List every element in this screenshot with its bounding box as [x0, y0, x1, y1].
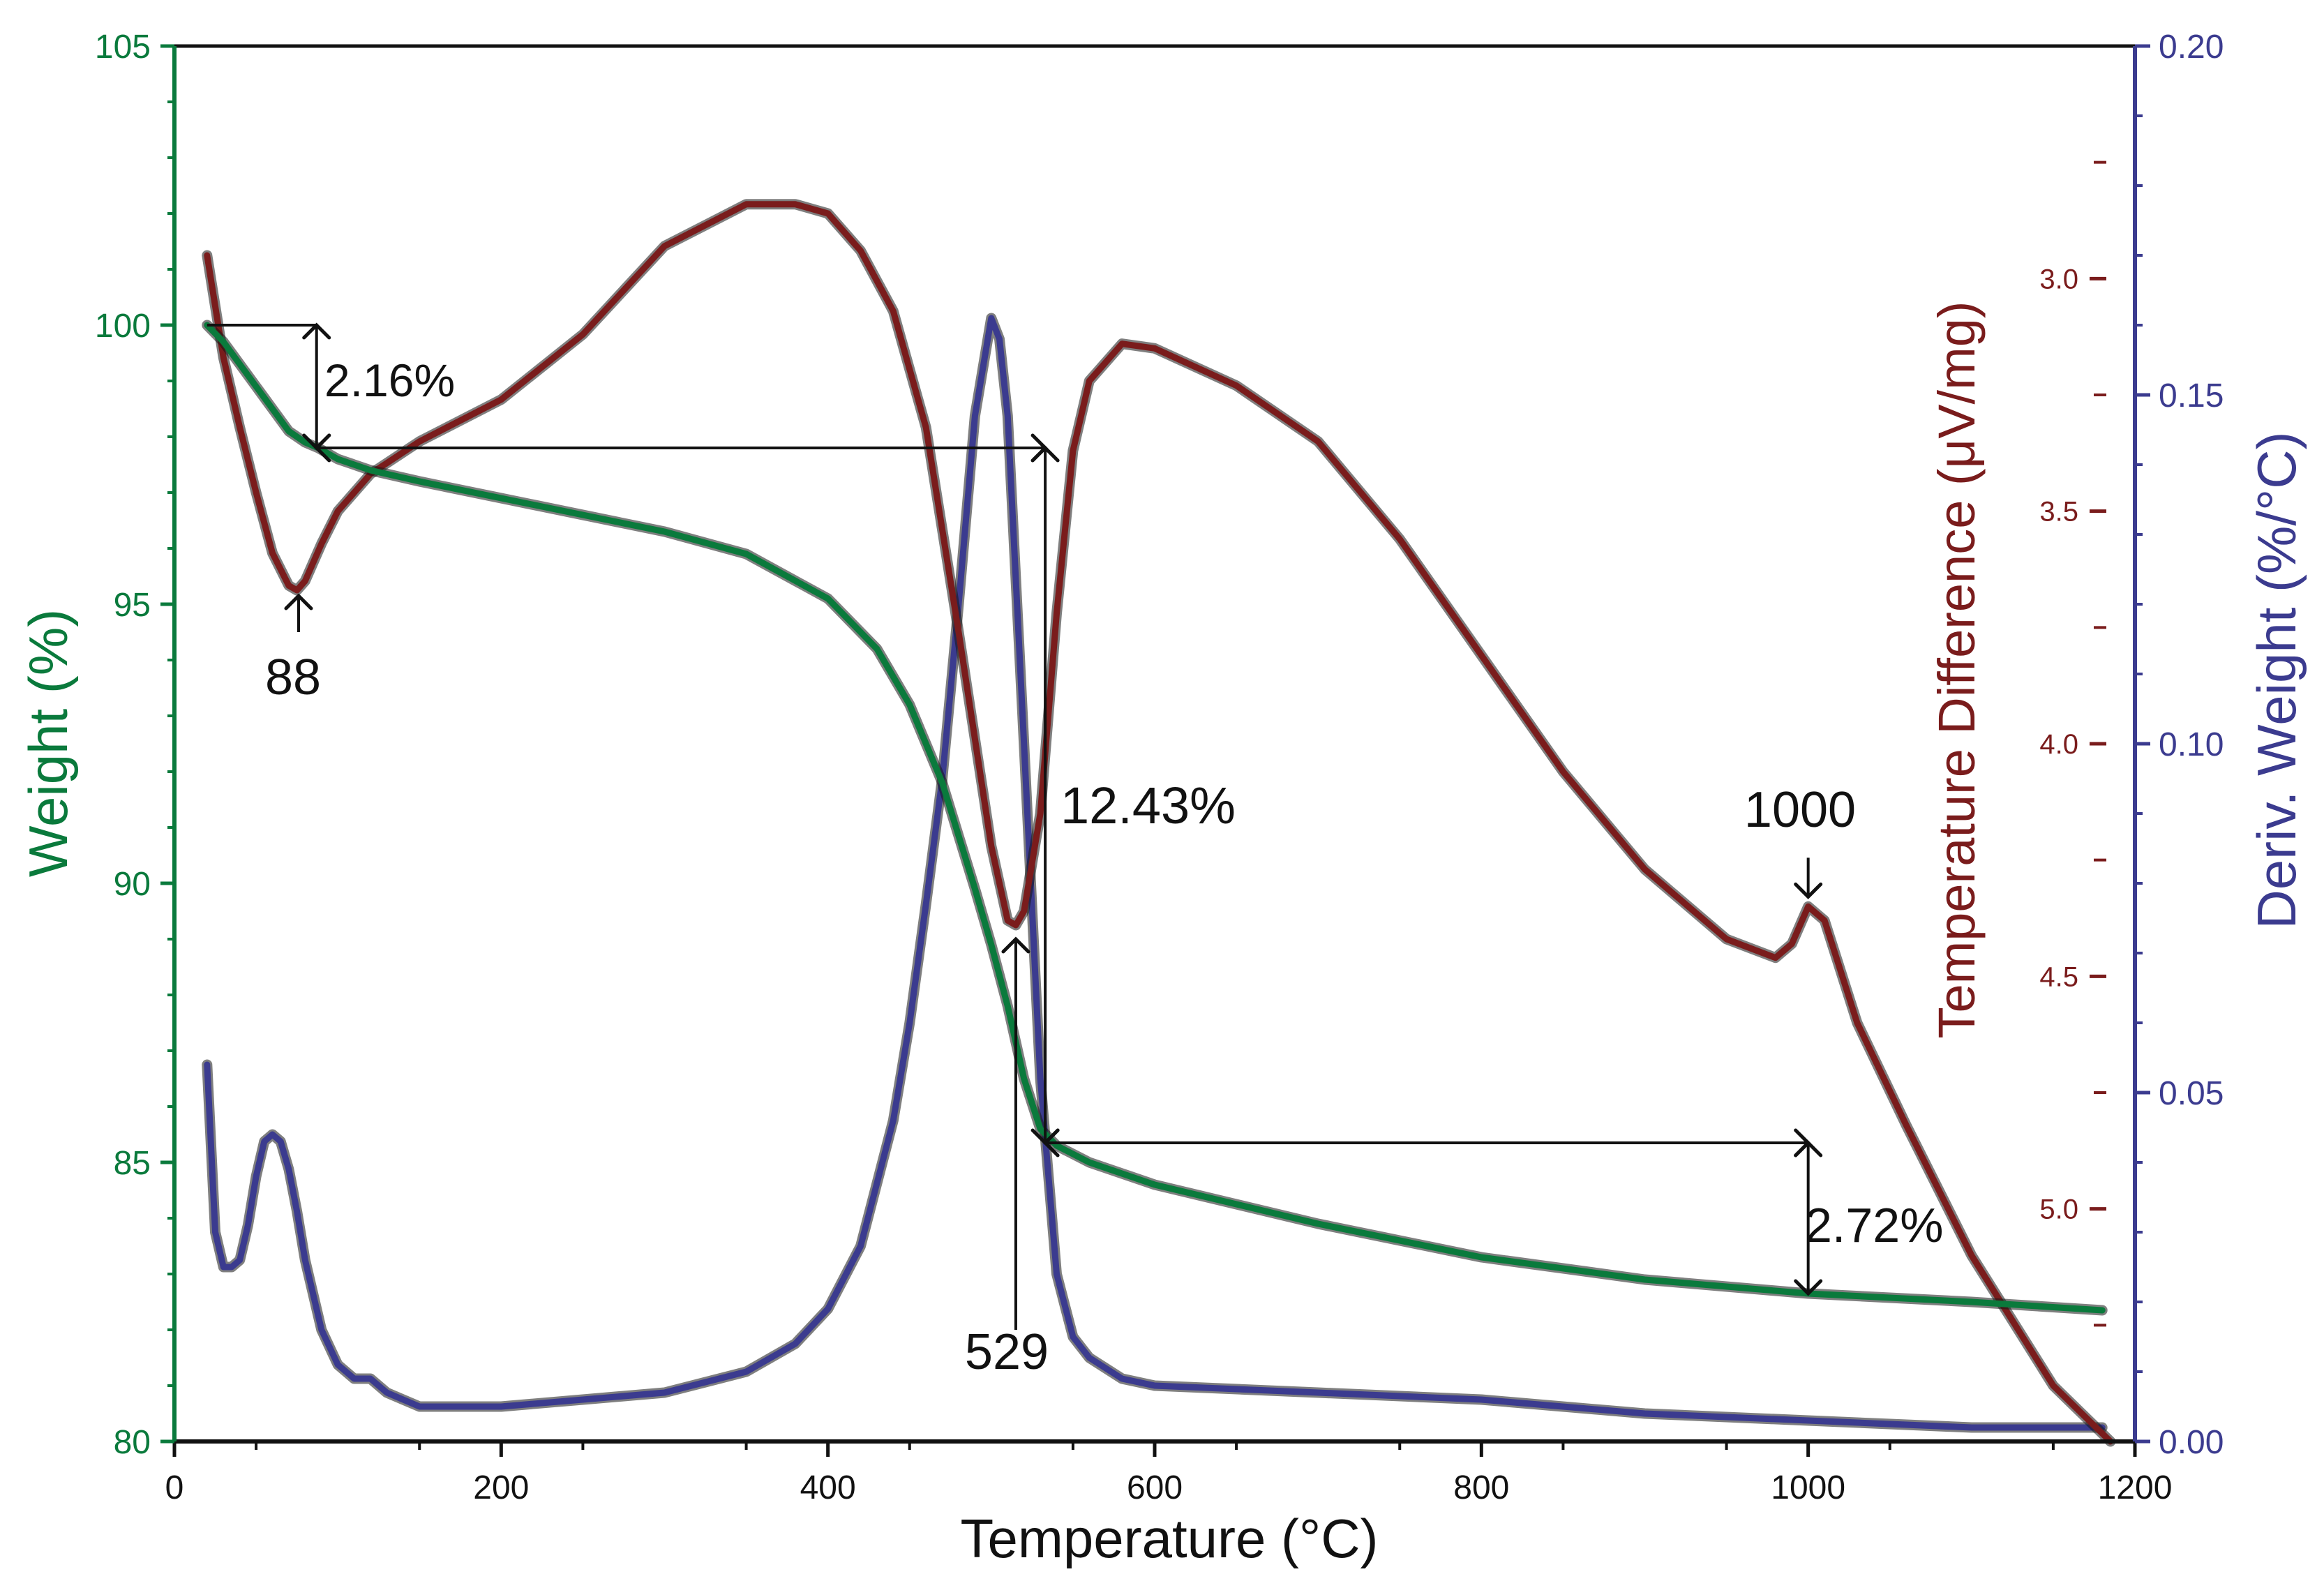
y-tick-label-deriv: 0.20	[2159, 29, 2224, 66]
annotation-peak-529: 529	[965, 1324, 1049, 1380]
x-axis-label: Temperature (°C)	[960, 1508, 1378, 1569]
series-layer	[202, 199, 2116, 1447]
x-tick-label: 800	[1453, 1469, 1509, 1506]
axes-layer: 0 200 400 600 800 1000 1200 80 85 90 95 100 105 0.00 0…	[95, 29, 2224, 1506]
x-tick-label: 0	[165, 1469, 184, 1506]
annotation-loss-2: 12.43%	[1060, 777, 1236, 834]
y-tick-label-weight: 80	[114, 1424, 151, 1461]
y-axis-label-temp-diff: Temperature Difference (μV/mg)	[1928, 301, 1986, 1038]
y-tick-label-temp-diff: 4.5	[2039, 961, 2078, 992]
y-tick-label-weight: 95	[114, 587, 151, 624]
loss-2-arrowhead-top	[1030, 445, 1060, 463]
loss-1-arrowhead-top	[302, 322, 331, 340]
y-axis-label-weight: Weight (%)	[17, 609, 79, 877]
y-tick-label-deriv: 0.00	[2159, 1424, 2224, 1461]
y-tick-label-temp-diff: 3.5	[2039, 497, 2078, 527]
annotation-layer	[207, 322, 1823, 1330]
series-line-deriv-weight	[204, 315, 2106, 1431]
y-tick-label-temp-diff: 4.0	[2039, 729, 2078, 760]
series-line-temperature-difference	[204, 201, 2114, 1445]
y-tick-label-deriv: 0.10	[2159, 726, 2224, 763]
y-tick-label-deriv: 0.05	[2159, 1075, 2224, 1112]
loss-2-top-arrowhead-left	[314, 433, 331, 463]
y-tick-label-weight: 85	[114, 1145, 151, 1182]
peak-1000-arrowhead	[1794, 882, 1823, 899]
loss-3-top-arrowhead-left	[1042, 1128, 1060, 1157]
x-tick-label: 400	[800, 1469, 856, 1506]
loss-3-arrowhead-bottom	[1794, 1279, 1823, 1296]
y-tick-label-deriv: 0.15	[2159, 377, 2224, 414]
x-tick-label: 1200	[2098, 1469, 2173, 1506]
peak-529-arrowhead	[1001, 936, 1030, 954]
y-tick-label-temp-diff: 5.0	[2039, 1194, 2078, 1225]
x-tick-label: 1000	[1771, 1469, 1845, 1506]
annotation-loss-1: 2.16%	[324, 354, 455, 406]
x-tick-label: 200	[473, 1469, 529, 1506]
annotation-peak-88: 88	[265, 650, 321, 705]
loss-3-arrowhead-top	[1794, 1140, 1823, 1157]
y-tick-label-weight: 100	[95, 308, 151, 345]
y-tick-label-weight: 105	[95, 29, 151, 66]
peak-88-arrowhead	[284, 593, 313, 610]
annotation-peak-1000: 1000	[1744, 782, 1856, 838]
series-line-weight	[204, 322, 2106, 1314]
y-tick-label-weight: 90	[114, 866, 151, 903]
x-tick-label: 600	[1127, 1469, 1183, 1506]
y-axis-label-deriv: Deriv. Weight (%/°C)	[2246, 431, 2307, 929]
y-tick-label-temp-diff: 3.0	[2039, 264, 2078, 294]
annotation-loss-3: 2.72%	[1805, 1198, 1943, 1252]
